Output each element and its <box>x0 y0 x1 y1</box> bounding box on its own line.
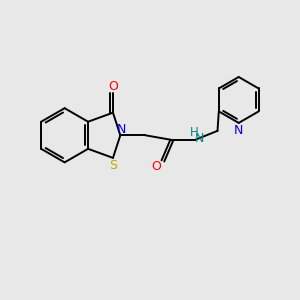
Text: N: N <box>195 132 204 145</box>
Text: N: N <box>234 124 243 137</box>
Text: N: N <box>117 123 126 136</box>
Text: S: S <box>109 159 117 172</box>
Text: H: H <box>190 125 199 139</box>
Text: O: O <box>151 160 161 173</box>
Text: O: O <box>108 80 118 93</box>
